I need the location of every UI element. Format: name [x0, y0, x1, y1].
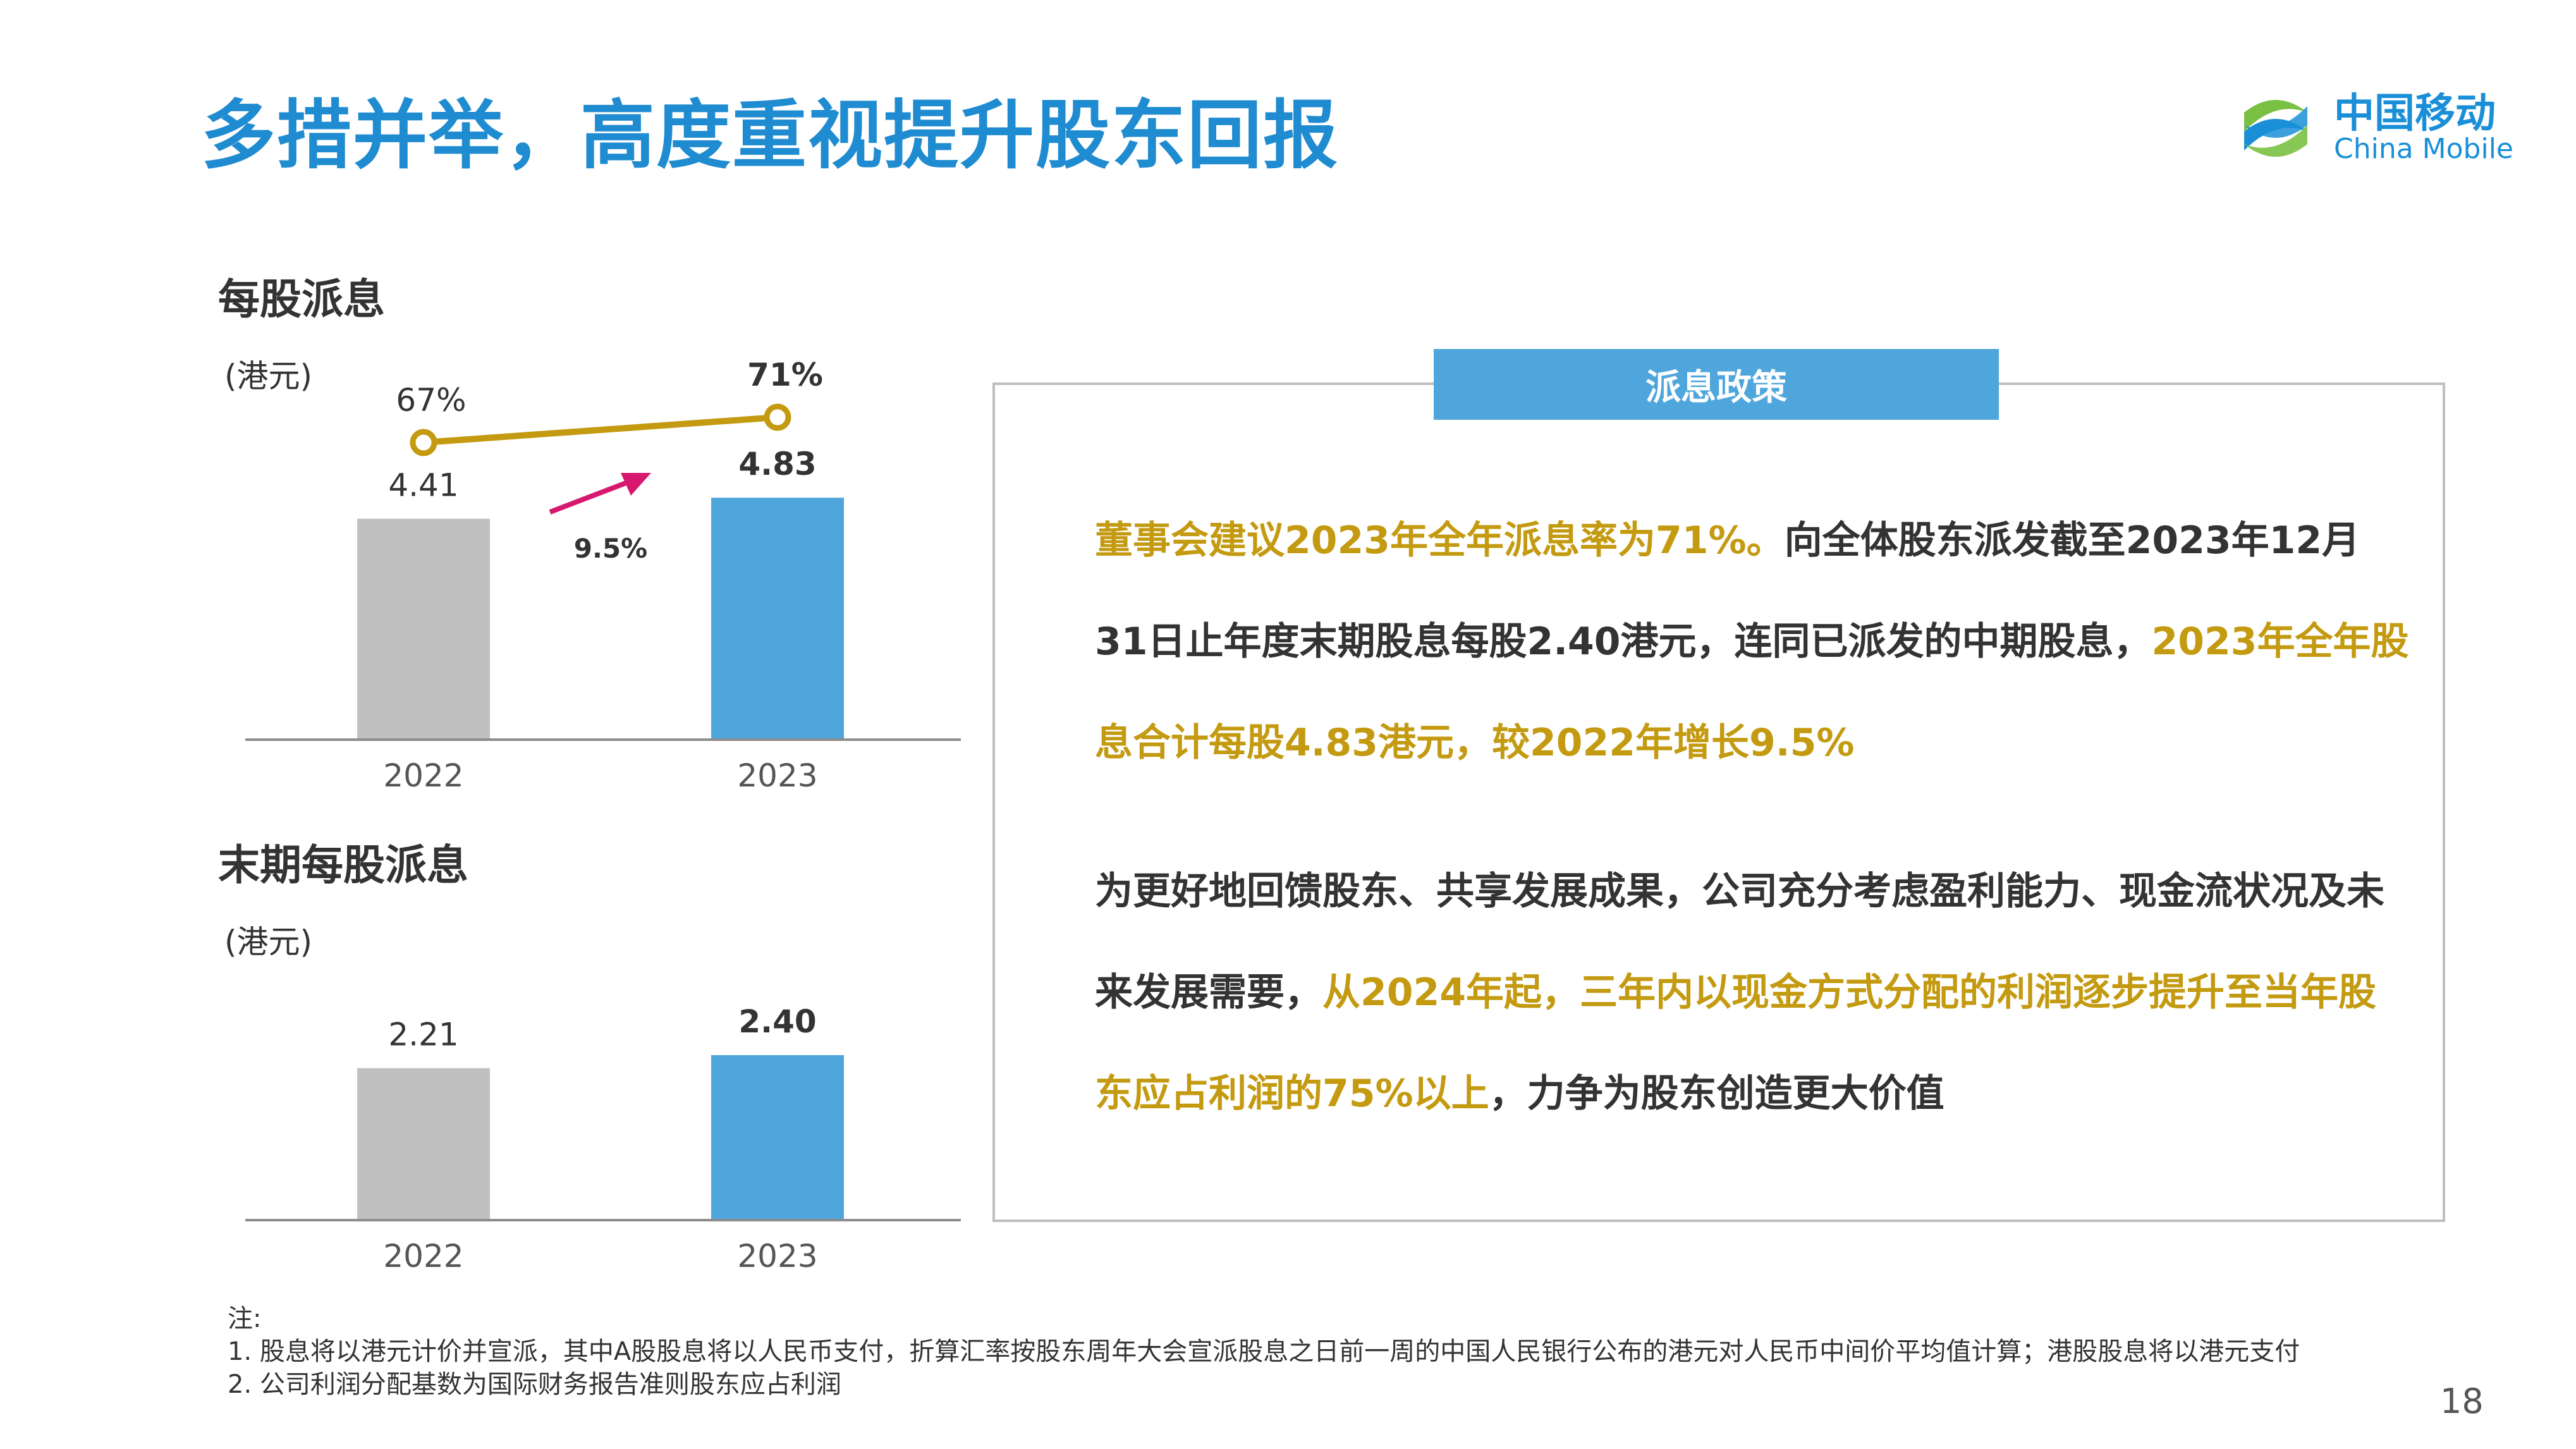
bar-2023 — [711, 498, 844, 740]
value-label-2023: 4.83 — [738, 446, 816, 482]
policy-para1-seg3: 2023年全年股息合计每股4.83港元，较2022年增长9.5% — [1095, 620, 2409, 765]
x-tick-2022: 2022 — [383, 757, 463, 794]
policy-para2-seg3: ，力争为股东创造更大价值 — [1489, 1072, 1944, 1116]
payout-ratio-line — [423, 414, 778, 446]
value-label-2023: 2.40 — [738, 1003, 816, 1040]
notes-heading: 注: — [228, 1304, 262, 1333]
x-tick-2023: 2023 — [737, 1238, 817, 1275]
logo-text-cn: 中国移动 — [2334, 90, 2496, 137]
bar-2023 — [711, 1055, 844, 1220]
bar-2022 — [357, 1068, 490, 1220]
value-label-2022: 2.21 — [388, 1017, 458, 1053]
chart2-title: 末期每股派息 — [218, 841, 468, 890]
payout-point-2023 — [764, 403, 791, 431]
payout-label-2023: 71% — [747, 357, 823, 393]
policy-paragraph-1: 董事会建议2023年全年派息率为71%。向全体股东派发截至2023年12月31日… — [1095, 490, 2410, 793]
payout-point-2022 — [410, 429, 437, 456]
page-title: 多措并举，高度重视提升股东回报 — [201, 92, 1340, 179]
final-dividend-per-share-chart: 2.21 2022 2.40 2023 — [245, 1003, 961, 1275]
policy-paragraph-2: 为更好地回馈股东、共享发展成果，公司充分考虑盈利能力、现金流状况及未来发展需要，… — [1095, 841, 2410, 1144]
note-1: 1. 股息将以港元计价并宣派，其中A股股息将以人民币支付，折算汇率按股东周年大会… — [228, 1337, 2300, 1366]
x-tick-2023: 2023 — [737, 757, 817, 794]
china-mobile-logo: 中国移动 China Mobile — [2231, 81, 2514, 176]
bar-2022 — [357, 518, 490, 740]
policy-para2-seg1: 为更好地回馈股东、共享发展成果，公司充分考虑盈利能力、现金流状况及未来发展需要， — [1095, 869, 2384, 1015]
growth-arrow-line — [549, 480, 627, 515]
x-tick-2022: 2022 — [383, 1238, 463, 1275]
note-2: 2. 公司利润分配基数为国际财务报告准则股东应占利润 — [228, 1370, 841, 1399]
growth-arrow-head — [621, 473, 651, 496]
policy-tag: 派息政策 — [1434, 349, 1999, 420]
dividend-per-share-chart: 4.41 2022 4.83 2023 67% 71% 9.5% — [245, 357, 961, 794]
chart1-unit: (港元) — [224, 358, 313, 394]
footnotes: 注: 1. 股息将以港元计价并宣派，其中A股股息将以人民币支付，折算汇率按股东周… — [228, 1302, 2300, 1401]
chart2-unit: (港元) — [224, 924, 313, 960]
page-number: 18 — [2440, 1381, 2484, 1421]
policy-para1-seg1: 董事会建议2023年全年派息率为71%。 — [1095, 518, 1785, 563]
policy-para2-seg2: 从2024年起，三年内以现金方式分配的利润逐步提升至当年股东应占利润的75%以上 — [1095, 970, 2376, 1116]
payout-label-2022: 67% — [396, 382, 466, 419]
logo-text-en: China Mobile — [2334, 133, 2514, 165]
china-mobile-logo-icon — [2244, 100, 2307, 157]
chart1-title: 每股派息 — [218, 275, 385, 324]
value-label-2022: 4.41 — [388, 467, 458, 504]
policy-para1-seg2: 向全体股东派发截至2023年12月31日止年度末期股息每股2.40港元，连同已派… — [1095, 518, 2360, 664]
growth-label: 9.5% — [574, 533, 647, 564]
